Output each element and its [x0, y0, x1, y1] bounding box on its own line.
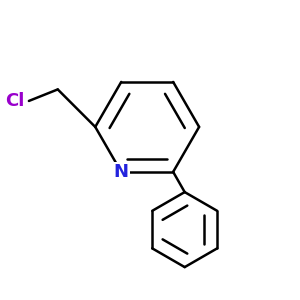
Text: Cl: Cl	[5, 92, 25, 110]
Text: N: N	[114, 163, 129, 181]
